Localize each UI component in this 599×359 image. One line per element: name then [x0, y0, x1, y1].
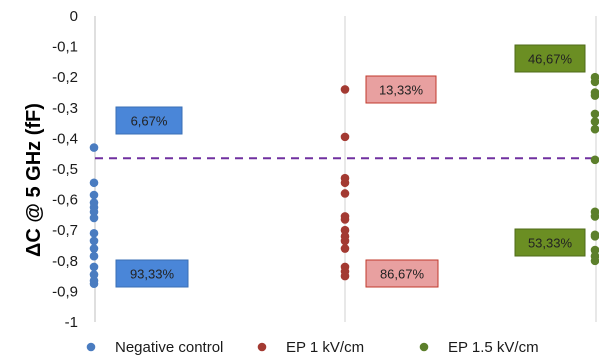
legend-label: Negative control [115, 339, 223, 356]
annotation-label: 13,33% [379, 83, 424, 98]
y-tick-label: -0,1 [52, 39, 78, 56]
annotation-rect [514, 228, 586, 257]
data-point [89, 262, 99, 272]
data-point [590, 124, 599, 134]
annotation-label: 46,67% [528, 52, 573, 67]
y-tick-label: -0,7 [52, 222, 78, 239]
data-points [89, 72, 599, 289]
data-point [89, 228, 99, 238]
y-axis: 0 -0,1 -0,2 -0,3 -0,4 -0,5 -0,6 -0,7 -0,8 -0,9 -1 [52, 8, 96, 331]
data-point [340, 244, 350, 253]
data-point [340, 225, 350, 235]
annotation-label: 53,33% [528, 236, 573, 251]
annotation-box: 53,33% [514, 228, 586, 257]
annotation-box: 93,33% [115, 259, 189, 288]
y-tick-label: -0,6 [52, 192, 78, 209]
legend-item: EP 1 kV/cm [257, 339, 364, 356]
data-point [89, 236, 99, 246]
y-tick-label: -0,9 [52, 283, 78, 300]
data-point [340, 215, 350, 224]
data-point [89, 270, 99, 279]
annotation-box: 13,33% [365, 75, 437, 104]
data-point [340, 236, 350, 246]
annotation-label: 6,67% [131, 114, 168, 129]
data-point [89, 178, 99, 188]
data-point [89, 213, 99, 223]
annotation-label: 93,33% [130, 267, 175, 282]
legend-marker [257, 342, 267, 352]
annotation-box: 86,67% [365, 259, 439, 288]
y-axis-label: ΔC @ 5 GHz (fF) [23, 103, 45, 257]
annotation-rect [514, 44, 586, 73]
y-tick-label: -0,2 [52, 69, 78, 86]
annotation-box: 46,67% [514, 44, 586, 73]
data-point [89, 251, 99, 261]
data-point [590, 109, 599, 119]
data-point [590, 77, 599, 87]
y-tick-label: 0 [70, 8, 78, 25]
legend-marker [419, 342, 429, 352]
data-point [590, 212, 599, 221]
legend-label: EP 1 kV/cm [286, 339, 364, 356]
data-point [590, 155, 599, 165]
annotation-box: 6,67% [115, 106, 183, 135]
data-point [340, 189, 350, 198]
series-2 [590, 72, 599, 266]
data-point [340, 271, 350, 281]
y-tick-label: -0,3 [52, 100, 78, 117]
annotation-rect [365, 75, 437, 104]
data-point [89, 143, 99, 152]
y-tick-label: -0,8 [52, 253, 78, 270]
legend-item: Negative control [86, 339, 223, 356]
data-point [89, 207, 99, 217]
annotation-label: 86,67% [380, 267, 425, 282]
data-point [590, 232, 599, 241]
data-point [89, 244, 99, 253]
y-tick-label: -0,4 [52, 130, 78, 147]
series-1 [340, 85, 350, 281]
data-point [590, 117, 599, 126]
legend-item: EP 1.5 kV/cm [419, 339, 539, 356]
legend-label: EP 1.5 kV/cm [448, 339, 539, 356]
data-point [89, 279, 99, 289]
data-point [340, 178, 350, 188]
series-0 [89, 143, 99, 289]
annotation-rect [115, 259, 189, 288]
annotations: 6,67% 93,33% 13,33% 86,67% 46,67% 53,33% [115, 44, 586, 288]
legend-marker [86, 342, 96, 352]
data-point [590, 245, 599, 255]
data-point [590, 256, 599, 266]
data-point [89, 190, 99, 200]
y-tick-label: -1 [65, 314, 78, 331]
annotation-rect [115, 106, 183, 135]
data-point [590, 91, 599, 100]
data-point [340, 85, 350, 94]
annotation-rect [365, 259, 439, 288]
data-point [340, 132, 350, 142]
legend: Negative control EP 1 kV/cm EP 1.5 kV/cm [86, 339, 539, 356]
y-tick-label: -0,5 [52, 161, 78, 178]
